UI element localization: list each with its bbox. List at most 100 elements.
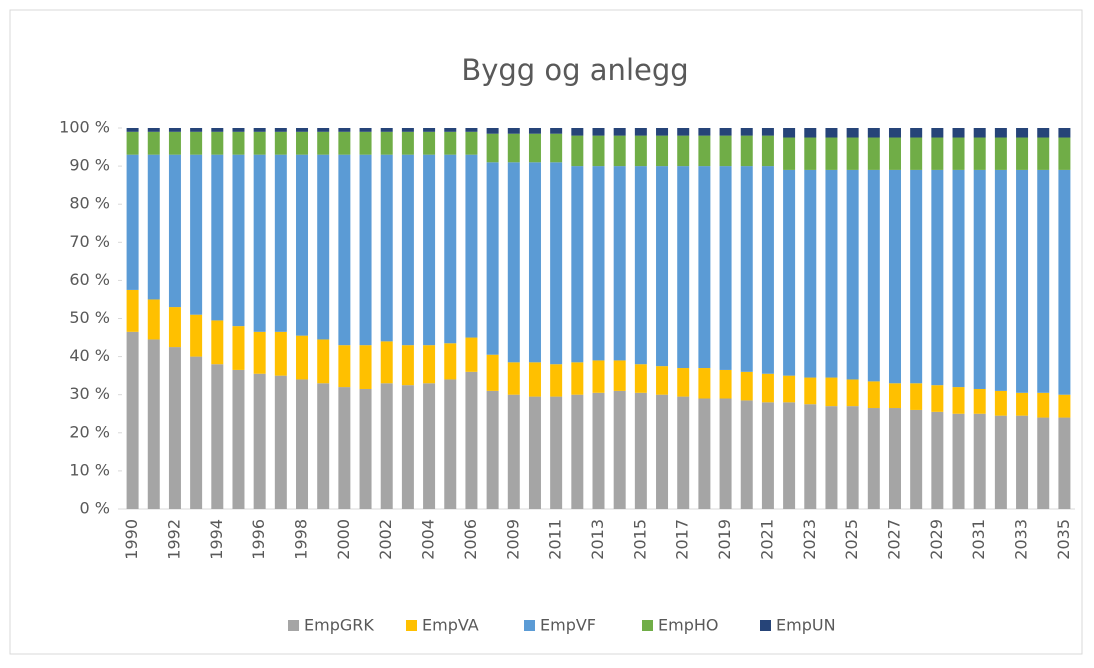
bar-segment xyxy=(994,137,1007,170)
bar-segment xyxy=(190,128,203,132)
bar-segment xyxy=(465,131,478,155)
bar-segment xyxy=(190,131,203,155)
bar-segment xyxy=(550,128,563,134)
bar-segment xyxy=(1016,169,1029,393)
bar-segment xyxy=(528,162,541,363)
bar-segment xyxy=(190,356,203,509)
bar-segment xyxy=(401,385,414,509)
bar-segment xyxy=(994,415,1007,509)
bar-segment xyxy=(761,166,774,374)
bar-segment xyxy=(380,341,393,384)
bar-segment xyxy=(444,154,457,344)
bar-segment xyxy=(846,128,859,138)
y-tick-label: 70 % xyxy=(69,232,110,251)
bar-segment xyxy=(846,169,859,380)
bar-segment xyxy=(719,135,732,167)
x-tick-label: 2006 xyxy=(461,519,480,560)
chart-title: Bygg og anlegg xyxy=(461,53,688,87)
bar-segment xyxy=(698,135,711,167)
bar-segment xyxy=(317,128,330,132)
bar-segment xyxy=(592,166,605,361)
bar-segment xyxy=(359,131,372,155)
bar-segment xyxy=(380,131,393,155)
x-tick-label: 2027 xyxy=(884,519,903,560)
legend-label: EmpUN xyxy=(776,616,836,635)
bar-segment xyxy=(274,331,287,376)
bar-segment xyxy=(126,331,139,509)
bar-segment xyxy=(486,128,499,134)
bar-segment xyxy=(401,154,414,346)
bar-segment xyxy=(1058,128,1071,138)
bar-segment xyxy=(507,128,520,134)
bar-segment xyxy=(296,128,309,132)
bar-segment xyxy=(656,166,669,367)
bar-segment xyxy=(719,369,732,399)
bar-segment xyxy=(423,383,436,509)
x-tick-label: 1996 xyxy=(249,519,268,560)
x-tick-label: 2013 xyxy=(588,519,607,560)
y-tick-label: 10 % xyxy=(69,460,110,479)
bar-segment xyxy=(719,128,732,136)
bar-segment xyxy=(1058,137,1071,170)
bar-segment xyxy=(1037,417,1050,509)
bar-segment xyxy=(698,398,711,509)
bar-segment xyxy=(211,128,224,132)
bar-segment xyxy=(168,154,181,308)
bar-segment xyxy=(359,388,372,509)
y-tick-label: 50 % xyxy=(69,308,110,327)
bar-segment xyxy=(846,406,859,509)
bar-segment xyxy=(465,128,478,132)
bar-segment xyxy=(634,166,647,365)
bar-segment xyxy=(296,335,309,380)
x-tick-label: 2033 xyxy=(1012,519,1031,560)
x-tick-label: 2011 xyxy=(546,519,565,560)
bar-segment xyxy=(846,137,859,170)
bar-segment xyxy=(507,162,520,363)
bar-segment xyxy=(190,154,203,315)
bar-segment xyxy=(317,131,330,155)
y-tick-label: 90 % xyxy=(69,156,110,175)
bar-segment xyxy=(804,137,817,170)
bar-segment xyxy=(507,362,520,395)
bar-segment xyxy=(740,135,753,167)
bar-segment xyxy=(147,339,160,509)
bar-segment xyxy=(232,369,245,509)
bar-segment xyxy=(571,128,584,136)
bar-segment xyxy=(613,360,626,391)
bar-segment xyxy=(232,154,245,327)
bar-segment xyxy=(867,128,880,138)
legend-label: EmpVF xyxy=(540,616,596,635)
bar-segment xyxy=(656,394,669,509)
bar-segment xyxy=(1058,394,1071,418)
bar-segment xyxy=(444,131,457,155)
legend-swatch xyxy=(524,620,535,631)
legend-swatch xyxy=(406,620,417,631)
bar-segment xyxy=(168,347,181,509)
bar-segment xyxy=(656,128,669,136)
bar-segment xyxy=(253,128,266,132)
bar-segment xyxy=(867,137,880,170)
bar-segment xyxy=(698,128,711,136)
bar-segment xyxy=(825,169,838,378)
bar-segment xyxy=(677,166,690,369)
bar-segment xyxy=(423,128,436,132)
bar-segment xyxy=(380,383,393,509)
y-tick-label: 40 % xyxy=(69,346,110,365)
bar-segment xyxy=(486,162,499,355)
bar-segment xyxy=(147,299,160,340)
bar-segment xyxy=(1058,417,1071,509)
y-tick-label: 30 % xyxy=(69,384,110,403)
bar-segment xyxy=(1016,128,1029,138)
bar-segment xyxy=(571,135,584,167)
bar-segment xyxy=(317,154,330,340)
bar-segment xyxy=(1058,169,1071,395)
bar-segment xyxy=(931,385,944,412)
bar-segment xyxy=(232,131,245,155)
bar-segment xyxy=(338,154,351,346)
bar-segment xyxy=(761,402,774,509)
bar-segment xyxy=(656,135,669,167)
x-tick-label: 2017 xyxy=(673,519,692,560)
bar-segment xyxy=(253,154,266,332)
bar-segment xyxy=(317,339,330,384)
bar-segment xyxy=(973,388,986,414)
